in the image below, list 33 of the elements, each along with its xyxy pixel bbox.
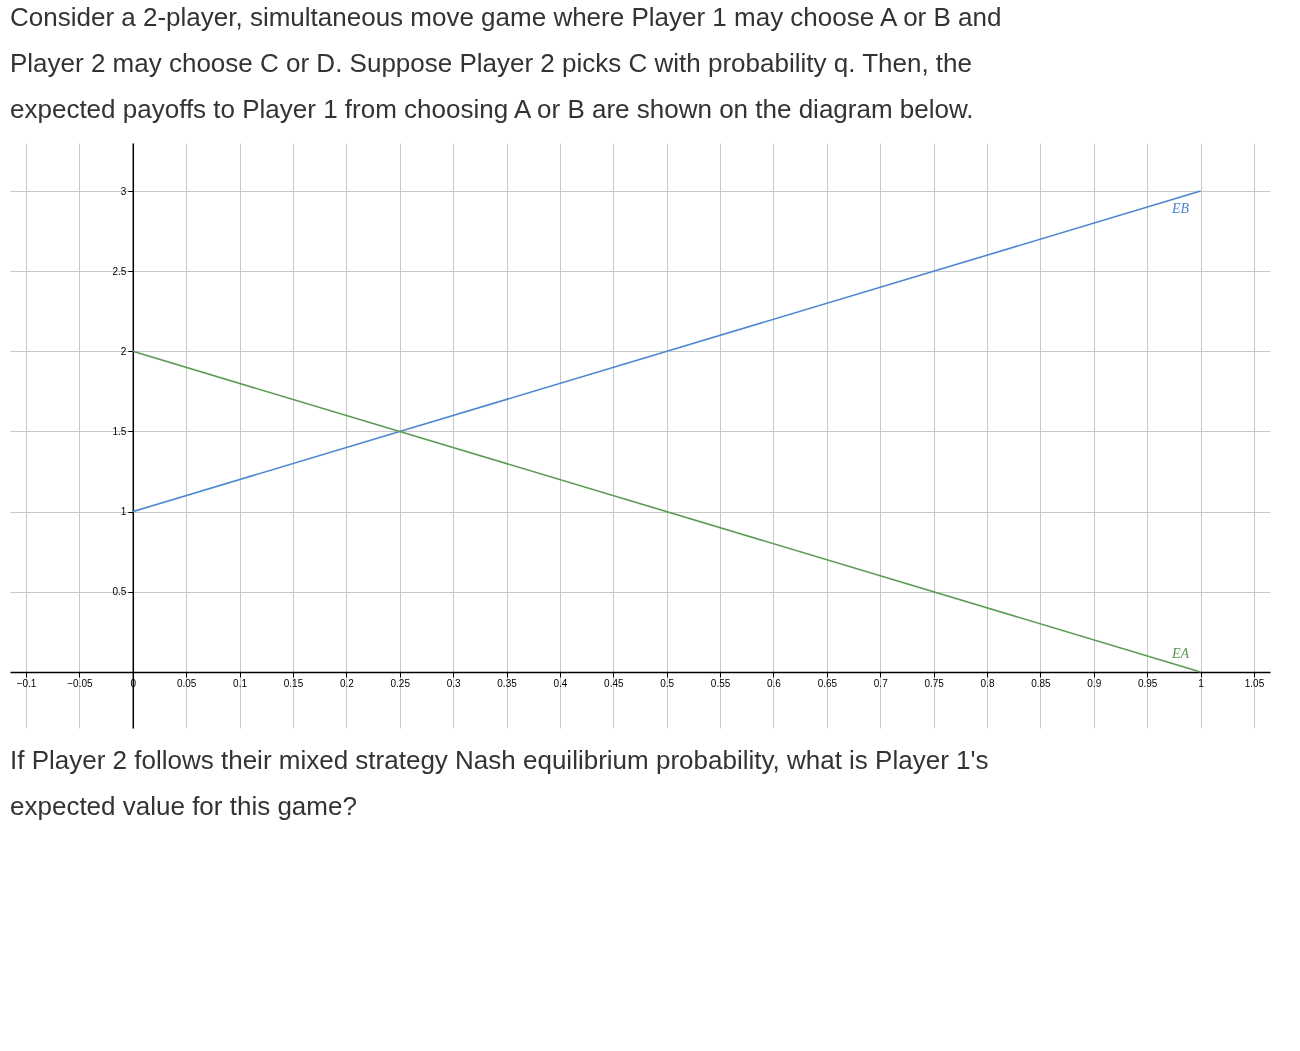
- x-tick-label: −0.05: [67, 678, 93, 690]
- series-label: EB: [1171, 201, 1190, 217]
- x-tick-label: 0.35: [497, 678, 518, 690]
- x-tick-label: 0.8: [980, 678, 995, 690]
- chart-title: Consider a 2-player, simultaneous move game where Player 1 may choose A or B and Player 2 may choose C or D. Suppose Player 2 picks C with probability q. Then, the expected payoffs to Player 1 from choosing A or B are shown on the diagram below.: [10, 2, 1002, 124]
- y-tick-label: 1.5: [112, 425, 127, 437]
- x-tick-label: 1: [1198, 678, 1205, 690]
- x-tick-label: 0.5: [660, 678, 675, 690]
- y-tick-label: 3: [120, 185, 127, 197]
- x-tick-label: 1.05: [1244, 678, 1265, 690]
- x-tick-label: 0.25: [390, 678, 411, 690]
- x-tick-label: 0.05: [176, 678, 197, 690]
- y-tick-label: 1: [120, 506, 127, 518]
- x-tick-label: 0.45: [604, 678, 624, 690]
- x-tick-label: 0.65: [817, 678, 838, 690]
- x-tick-label: 0.15: [283, 678, 304, 690]
- x-tick-label: 0.55: [710, 678, 731, 690]
- x-tick-label: 0.9: [1087, 678, 1102, 690]
- y-tick-label: 2.5: [112, 265, 127, 277]
- series-label: EA: [1171, 645, 1190, 661]
- x-tick-label: 0.75: [924, 678, 945, 690]
- x-tick-label: 0.1: [233, 678, 248, 690]
- x-tick-label: 0.95: [1137, 678, 1158, 690]
- x-tick-label: 0.85: [1031, 678, 1052, 690]
- x-tick-label: 0.7: [873, 678, 889, 690]
- y-tick-label: 2: [120, 345, 127, 357]
- x-tick-label: 0.6: [767, 678, 782, 690]
- x-tick-label: 0.4: [553, 678, 568, 690]
- x-tick-label: 0.2: [339, 678, 355, 690]
- x-tick-label: 0.3: [446, 678, 462, 690]
- text: If Player 2 follows their mixed strategy Nash equilibrium probability, what is Player 1's expected value for this game?: [10, 745, 989, 821]
- y-tick-label: 0.5: [112, 586, 127, 598]
- x-tick-label: −0.1: [16, 678, 37, 690]
